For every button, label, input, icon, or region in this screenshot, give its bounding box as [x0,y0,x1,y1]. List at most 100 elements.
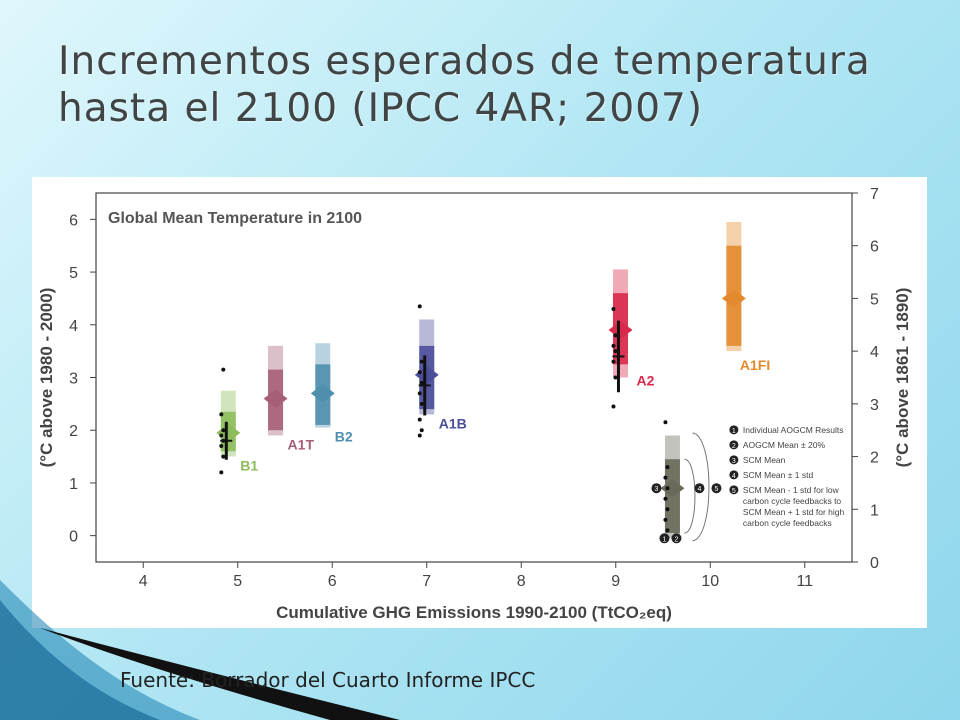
scenario-b1-aogcm-point [219,433,224,438]
chart-panel: 0 1 2 3 4 5 6 0 1 2 3 4 5 6 7 4 5 6 7 8 9 10 11 Cumulative GHG … [32,177,927,628]
y-right-tick-label: 0 [870,555,879,572]
scenario-a2-aogcm-point [611,343,616,348]
legend-item-bullet [729,440,739,450]
legend-marker-1 [659,533,670,544]
legend-marker-num: 5 [714,486,718,493]
x-tick-label: 5 [233,573,242,590]
legend-example-aogcm-point [663,475,668,480]
y-right-axis-label: (°C above 1861 - 1890) [893,288,912,468]
legend-item-text: AOGCM Mean ± 20% [743,440,826,450]
y-left-tick-label: 3 [69,371,78,388]
legend-example-aogcm-point [663,496,668,501]
legend-item-text: SCM Mean + 1 std for high [743,507,845,517]
legend-item-num: 5 [732,488,736,495]
scenario-label-b2: B2 [335,429,353,445]
legend-example-aogcm-point [665,486,670,491]
legend-item-text: SCM Mean ± 1 std [743,470,814,480]
y-left-tick-label: 4 [69,318,78,335]
legend-example-aogcm-point [663,517,668,522]
x-tick-label: 10 [701,573,719,590]
legend-marker-2 [671,533,682,544]
x-tick-label: 11 [796,573,813,590]
scenario-a1b-aogcm-point [417,417,422,422]
legend-item-text: carbon cycle feedbacks to [743,496,842,506]
scenario-a1t-scm-mean [263,389,288,408]
legend-marker-num: 4 [697,486,701,493]
x-tick-label: 8 [517,573,526,590]
legend-item-num: 3 [732,458,736,465]
y-right-tick-label: 6 [870,239,879,256]
scenario-b1-aogcm-point [219,444,224,449]
slide-title: Incrementos esperados de temperatura has… [58,38,938,132]
scenario-b1-aogcm-point [221,454,226,459]
x-tick-label: 9 [611,573,620,590]
scenario-a2-aogcm-point [613,349,618,354]
y-right-tick-label: 5 [870,291,879,308]
x-tick-label: 7 [422,573,431,590]
y-left-tick-label: 2 [69,423,78,440]
legend-item-num: 4 [732,473,736,480]
y-right-tick-label: 3 [870,397,879,414]
legend-item-num: 1 [732,428,736,435]
legend-item-text: Individual AOGCM Results [743,425,844,435]
y-left-tick-label: 0 [69,529,78,546]
scenario-b2-scm-mean [310,384,335,403]
legend-item-bullet [729,485,739,495]
scenario-label-a2: A2 [636,373,654,389]
y-right-tick-label: 7 [870,186,879,203]
legend-item-bullet [729,425,739,435]
chart-title: Global Mean Temperature in 2100 [108,210,362,227]
scenario-a2-aogcm-point [611,306,616,311]
legend-item-bullet [729,470,739,480]
scenario-b1-scm-mean [216,423,241,442]
decorative-swoosh [0,580,400,720]
y-left-tick-label: 6 [69,212,78,229]
scenario-a1b-aogcm-point [417,433,422,438]
scenario-a1b-aogcm-point [419,380,424,385]
legend-bracket-outer [692,432,710,542]
legend-example-aogcm-point [665,507,670,512]
scenario-a1b-aogcm-point [417,370,422,375]
scenario-a1b-scm-mean [414,365,439,384]
scenario-a2-scm-mean [608,321,633,340]
legend-marker-num: 1 [662,536,666,543]
scenario-a1b-aogcm-point [419,428,424,433]
y-left-tick-label: 1 [69,476,78,493]
scenario-label-a1t: A1T [288,436,315,452]
y-right-tick-label: 2 [870,450,879,467]
legend-marker-num: 3 [654,486,658,493]
legend-example-aogcm-point [665,465,670,470]
legend-bracket-inner [684,458,696,534]
title-line-1: Incrementos esperados de temperatura [58,39,871,84]
scenario-label-a1fi: A1FI [740,357,770,373]
legend-item-text: carbon cycle feedbacks [743,518,832,528]
source-note: Fuente: Borrador del Cuarto Informe IPCC [120,668,536,692]
legend-example-aogcm-point [665,528,670,533]
scenario-a2-aogcm-point [611,404,616,409]
legend-marker-3 [651,483,662,494]
legend-item-num: 2 [732,443,736,450]
scenario-b1-aogcm-point [219,412,224,417]
legend-example-scm-mean [660,479,685,498]
scenario-label-b1: B1 [240,458,258,474]
scenario-label-a1b: A1B [439,415,467,431]
scenario-b1-aogcm-point [221,438,226,443]
y-left-tick-label: 5 [69,265,78,282]
legend-marker-num: 2 [674,536,678,543]
x-tick-label: 4 [139,573,148,590]
legend-marker-5 [711,483,722,494]
scenario-a1b-aogcm-point [419,401,424,406]
scenario-b1-aogcm-point [219,470,224,475]
title-line-2: hasta el 2100 (IPCC 4AR; 2007) [58,86,704,131]
scenario-a1b-aogcm-point [419,359,424,364]
legend-example-aogcm-point [663,420,668,425]
y-left-axis-label: (°C above 1980 - 2000) [37,288,56,468]
scenario-b1-aogcm-point [221,367,226,372]
scenario-a2-aogcm-point [613,333,618,338]
scenario-a1fi-scm-mean [721,289,746,308]
x-tick-label: 6 [328,573,337,590]
scenario-a1b-aogcm-point [417,304,422,309]
legend-item-text: SCM Mean - 1 std for low [743,485,840,495]
scenario-b1-aogcm-point [221,428,226,433]
